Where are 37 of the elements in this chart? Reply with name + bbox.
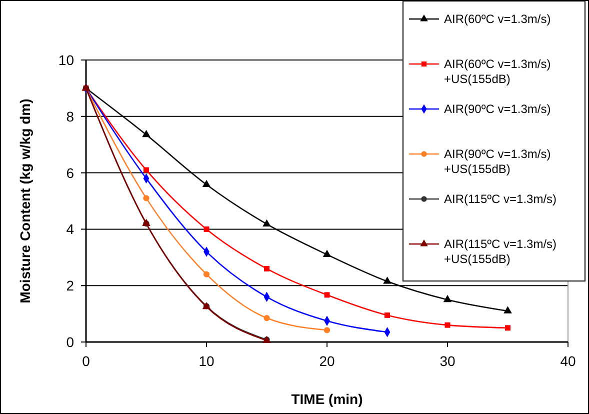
point xyxy=(203,271,210,278)
x-tick-label: 40 xyxy=(560,353,576,369)
y-axis-title: Moisture Content (kg w/kg dm) xyxy=(17,98,33,304)
x-tick-label: 30 xyxy=(440,353,456,369)
y-tick-label: 10 xyxy=(58,52,74,68)
point xyxy=(262,219,271,227)
x-tick-label: 20 xyxy=(319,353,335,369)
y-tick-label: 0 xyxy=(66,334,74,350)
point xyxy=(444,322,450,328)
point xyxy=(264,266,270,272)
point xyxy=(264,314,270,322)
point xyxy=(504,306,512,314)
point xyxy=(324,292,330,298)
legend-label: AIR(115ºC v=1.3m/s) +US(155dB) xyxy=(444,237,557,266)
legend-label: AIR(60ºC v=1.3m/s) +US(155dB) xyxy=(444,57,551,86)
point xyxy=(144,167,149,173)
x-tick-label: 10 xyxy=(198,353,214,369)
y-tick-label: 6 xyxy=(66,164,74,181)
point xyxy=(505,325,510,331)
legend-label: AIR(115ºC v=1.3m/s) xyxy=(444,192,557,206)
point xyxy=(384,312,390,318)
point xyxy=(443,294,452,302)
point xyxy=(383,276,392,284)
x-axis-title: TIME (min) xyxy=(291,391,363,407)
y-tick-label: 2 xyxy=(66,278,74,294)
y-tick-label: 4 xyxy=(66,221,74,238)
point xyxy=(204,226,210,232)
point xyxy=(202,180,211,188)
point xyxy=(324,327,330,334)
legend-label: AIR(90ºC v=1.3m/s) xyxy=(444,102,551,116)
point xyxy=(322,250,332,257)
x-tick-label: 0 xyxy=(82,353,90,369)
point xyxy=(143,195,150,202)
legend-label: AIR(90ºC v=1.3m/s) +US(155dB) xyxy=(444,147,551,176)
legend-label: AIR(60ºC v=1.3m/s) xyxy=(444,12,551,26)
point xyxy=(142,130,150,138)
y-tick-label: 8 xyxy=(66,108,74,124)
